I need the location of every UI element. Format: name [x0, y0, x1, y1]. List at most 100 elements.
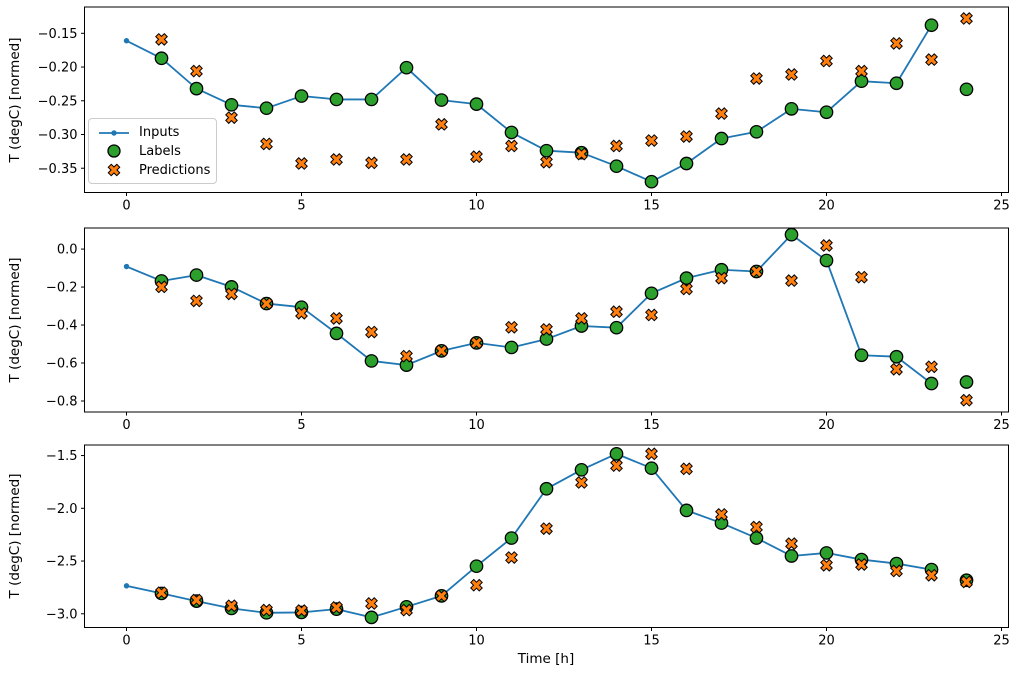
label-marker: [819, 105, 834, 120]
y-tick-label: −0.15: [38, 27, 78, 42]
label-marker: [749, 531, 764, 545]
label-marker: [434, 93, 449, 107]
prediction-marker: [155, 586, 168, 600]
label-marker: [259, 101, 274, 116]
label-marker: [469, 97, 484, 111]
legend: Inputs Labels Predictions: [88, 118, 217, 184]
prediction-marker: [505, 551, 518, 564]
prediction-marker: [295, 157, 308, 170]
y-axis-label-subplot-2: T (degC) [normed]: [7, 257, 23, 383]
x-tick-label: 25: [993, 633, 1010, 648]
prediction-marker: [470, 578, 483, 592]
prediction-marker: [645, 134, 658, 147]
prediction-marker: [715, 507, 728, 521]
y-axis-label-subplot-1: T (degC) [normed]: [7, 37, 23, 163]
y-tick-label: −1.5: [46, 449, 78, 464]
prediction-marker: [785, 537, 798, 551]
inputs-line: [126, 24, 933, 183]
label-marker: [854, 74, 869, 89]
label-marker: [504, 125, 519, 140]
label-marker: [714, 131, 729, 146]
label-marker: [644, 286, 659, 301]
label-marker: [539, 481, 554, 496]
prediction-marker: [190, 294, 203, 308]
y-tick-label: 0.0: [57, 243, 78, 258]
prediction-marker: [890, 564, 903, 578]
y-axis-label-subplot-3: T (degC) [normed]: [7, 473, 23, 599]
prediction-marker: [365, 325, 378, 339]
y-axis-ticks: −0.15 −0.20 −0.25 −0.30 −0.35: [38, 27, 85, 177]
input-point: [123, 263, 130, 270]
prediction-marker: [330, 601, 343, 614]
label-marker: [784, 102, 799, 116]
label-marker: [924, 18, 939, 33]
label-marker: [224, 97, 239, 112]
label-marker: [189, 268, 204, 282]
label-marker: [609, 159, 624, 174]
y-tick-label: −0.4: [46, 319, 78, 334]
labels-marker-icon: [97, 143, 131, 159]
y-tick-label: −3.0: [46, 607, 78, 622]
inputs-series: [123, 22, 935, 185]
label-marker: [679, 271, 694, 285]
prediction-marker: [470, 150, 483, 164]
prediction-marker: [750, 520, 763, 534]
x-tick-label: 15: [643, 633, 660, 648]
y-tick-label: −0.30: [38, 128, 78, 143]
prediction-marker: [190, 64, 203, 78]
label-marker: [399, 60, 414, 75]
label-marker: [924, 376, 939, 391]
inputs-line: [126, 452, 932, 619]
prediction-marker: [645, 447, 658, 461]
x-axis-ticks: 0 5 10 15 20 25: [122, 192, 1010, 213]
label-marker: [784, 227, 799, 242]
prediction-marker: [925, 53, 938, 67]
prediction-marker: [750, 72, 763, 85]
label-marker: [504, 340, 519, 355]
label-marker: [329, 92, 344, 107]
x-tick-label: 20: [818, 418, 835, 433]
prediction-marker: [855, 270, 868, 284]
prediction-marker: [295, 306, 308, 320]
inputs-line-icon: [97, 126, 131, 140]
prediction-marker: [400, 349, 413, 363]
y-tick-label: −0.8: [46, 395, 78, 410]
y-tick-label: −0.6: [46, 357, 78, 372]
label-marker: [294, 89, 309, 103]
axes-spines: [84, 227, 1009, 413]
label-marker: [364, 610, 379, 625]
predictions-series: [155, 12, 973, 170]
label-marker: [959, 82, 974, 97]
label-marker: [364, 354, 379, 368]
label-marker: [609, 447, 624, 461]
legend-label-inputs: Inputs: [139, 125, 180, 140]
label-marker: [644, 461, 659, 476]
prediction-marker: [960, 12, 973, 25]
prediction-marker: [400, 603, 413, 617]
label-marker: [189, 81, 204, 96]
label-marker: [609, 320, 624, 335]
prediction-marker: [575, 147, 588, 161]
x-tick-label: 10: [468, 633, 485, 648]
prediction-marker: [540, 322, 553, 336]
prediction-marker: [155, 280, 168, 294]
label-marker: [644, 174, 659, 189]
y-tick-label: −0.25: [38, 94, 78, 109]
y-axis-ticks: 0.0 −0.2 −0.4 −0.6 −0.8: [46, 243, 85, 410]
prediction-marker: [260, 297, 273, 311]
subplot-1: 0 5 10 15 20 25 −0.15 −0.20 −0.25 −0.30 −0.35: [38, 6, 1010, 213]
x-axis-ticks: 0 5 10 15 20 25: [122, 412, 1010, 433]
x-axis-label: Time [h]: [517, 651, 575, 667]
prediction-marker: [890, 36, 903, 50]
prediction-marker: [575, 476, 588, 489]
x-tick-label: 0: [122, 198, 130, 213]
prediction-marker: [610, 459, 623, 473]
input-point: [123, 583, 130, 589]
prediction-marker: [750, 265, 763, 278]
label-marker: [854, 348, 869, 363]
prediction-marker: [960, 393, 973, 407]
prediction-marker: [225, 111, 238, 125]
prediction-marker: [680, 462, 693, 476]
prediction-marker: [610, 139, 623, 153]
axes-spines: [84, 6, 1009, 193]
